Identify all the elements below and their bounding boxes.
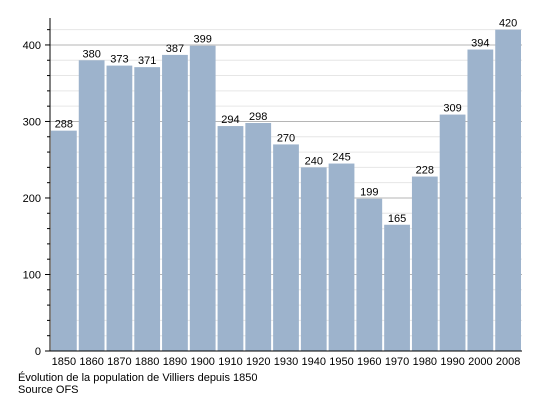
- value-label: 294: [221, 114, 239, 126]
- bar: [134, 67, 161, 352]
- x-tick-label: 2000: [468, 356, 492, 368]
- bar: [51, 130, 77, 351]
- x-tick-label: 2008: [496, 356, 520, 368]
- x-tick-label: 1930: [274, 356, 298, 368]
- value-label: 270: [277, 132, 295, 144]
- bar: [495, 29, 521, 352]
- bar: [467, 49, 494, 351]
- bar: [162, 54, 188, 352]
- bar: [273, 144, 299, 351]
- value-label: 380: [82, 48, 100, 60]
- value-label: 420: [499, 18, 517, 30]
- x-tick-label: 1970: [385, 356, 409, 368]
- x-tick-label: 1910: [218, 356, 242, 368]
- x-tick-label: 1940: [302, 356, 326, 368]
- value-label: 245: [332, 152, 350, 164]
- x-tick-label: 1950: [329, 356, 353, 368]
- x-tick-label: 1960: [357, 356, 381, 368]
- x-tick-label: 1980: [413, 356, 437, 368]
- bar: [106, 65, 133, 351]
- value-label: 298: [249, 111, 267, 123]
- value-label: 288: [55, 119, 73, 131]
- value-label: 228: [416, 165, 434, 177]
- x-tick-label: 1890: [163, 356, 187, 368]
- chart-source: Source OFS: [18, 384, 79, 396]
- value-label: 399: [194, 34, 212, 46]
- bar: [439, 114, 466, 351]
- bar: [78, 60, 105, 352]
- value-label: 240: [305, 155, 323, 167]
- value-label: 199: [360, 187, 378, 199]
- x-tick-label: 1850: [52, 356, 76, 368]
- y-tick-label: 100: [23, 269, 41, 281]
- bar: [245, 122, 272, 351]
- value-label: 309: [443, 103, 461, 115]
- y-tick-label: 400: [23, 40, 41, 52]
- bar: [384, 224, 410, 351]
- x-tick-label: 1860: [79, 356, 103, 368]
- value-label: 165: [388, 213, 406, 225]
- x-tick-label: 1870: [107, 356, 131, 368]
- chart-caption: Évolution de la population de Villiers d…: [18, 372, 258, 384]
- bar: [411, 176, 438, 351]
- y-tick-label: 200: [23, 193, 41, 205]
- value-label: 371: [138, 55, 156, 67]
- x-tick-label: 1990: [440, 356, 464, 368]
- x-tick-label: 1880: [135, 356, 159, 368]
- value-label: 373: [110, 54, 128, 66]
- x-tick-label: 1920: [246, 356, 270, 368]
- value-label: 387: [166, 43, 184, 55]
- x-tick-label: 1900: [190, 356, 214, 368]
- y-tick-label: 300: [23, 116, 41, 128]
- y-tick-label: 0: [35, 346, 41, 358]
- bar: [217, 126, 244, 351]
- bar: [300, 167, 327, 351]
- bar: [356, 198, 383, 351]
- value-label: 394: [471, 38, 489, 50]
- bar: [189, 45, 216, 352]
- bar: [328, 163, 355, 351]
